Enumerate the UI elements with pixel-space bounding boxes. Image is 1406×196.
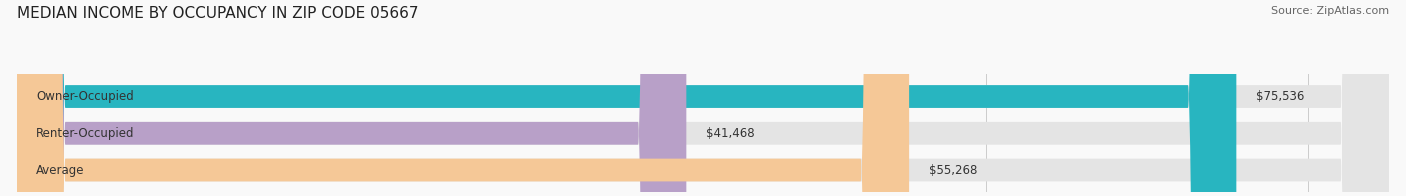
Text: Owner-Occupied: Owner-Occupied xyxy=(37,90,134,103)
FancyBboxPatch shape xyxy=(17,0,1389,196)
Text: $75,536: $75,536 xyxy=(1256,90,1305,103)
Text: MEDIAN INCOME BY OCCUPANCY IN ZIP CODE 05667: MEDIAN INCOME BY OCCUPANCY IN ZIP CODE 0… xyxy=(17,6,419,21)
Text: Source: ZipAtlas.com: Source: ZipAtlas.com xyxy=(1271,6,1389,16)
FancyBboxPatch shape xyxy=(17,0,1236,196)
Text: $55,268: $55,268 xyxy=(928,163,977,177)
Text: $41,468: $41,468 xyxy=(706,127,755,140)
FancyBboxPatch shape xyxy=(17,0,1389,196)
Text: Renter-Occupied: Renter-Occupied xyxy=(37,127,135,140)
FancyBboxPatch shape xyxy=(17,0,1389,196)
FancyBboxPatch shape xyxy=(17,0,910,196)
Text: Average: Average xyxy=(37,163,84,177)
FancyBboxPatch shape xyxy=(17,0,686,196)
